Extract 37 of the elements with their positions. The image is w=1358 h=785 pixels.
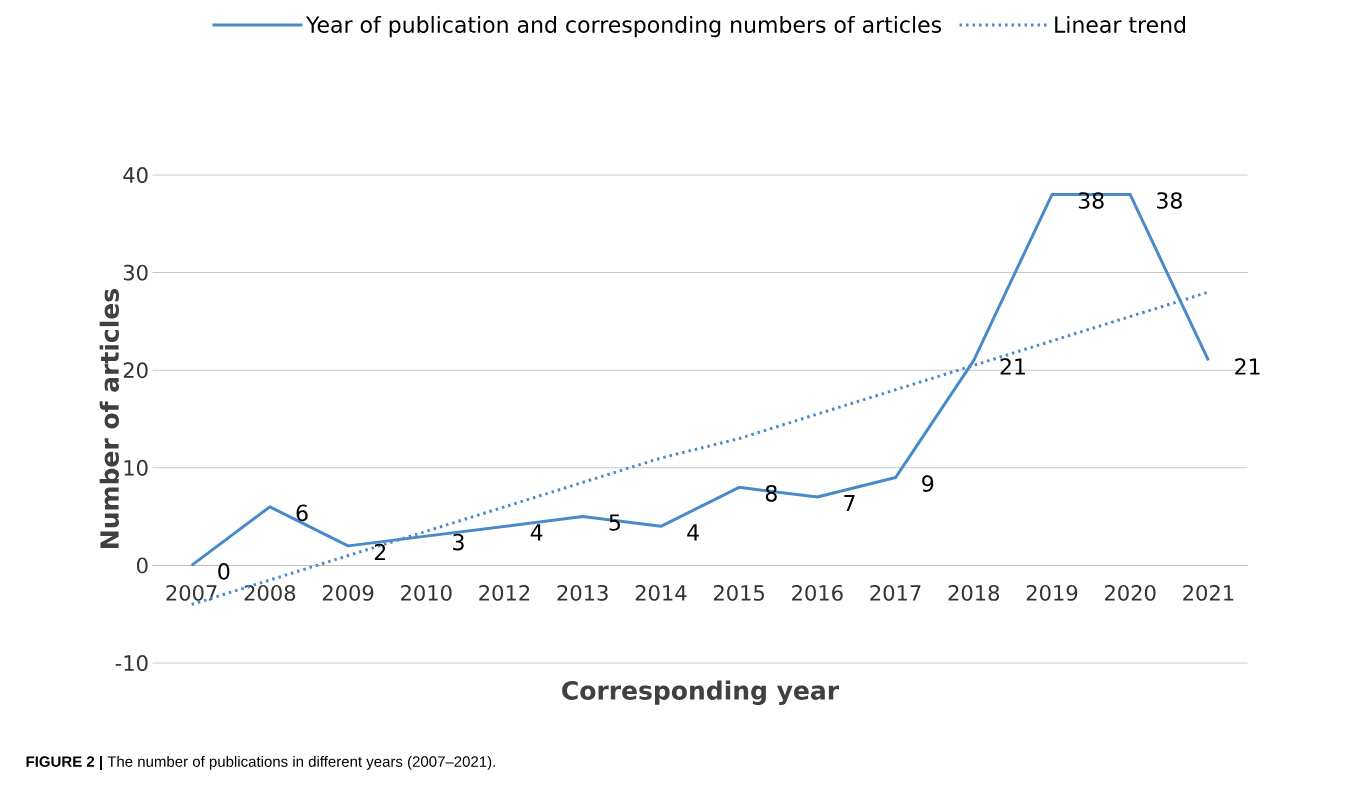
legend-label: Linear trend <box>1055 15 1186 33</box>
legend-label: Year of publication and corresponding numbers of articles <box>305 15 942 38</box>
y-tick-label: 20 <box>123 362 148 379</box>
data-label: 6 <box>296 504 308 522</box>
x-axis-title: Corresponding year <box>562 680 840 705</box>
y-axis-title: Number of articles <box>99 289 119 548</box>
x-tick-label: 2015 <box>713 584 764 601</box>
y-tick-label: 30 <box>123 264 148 281</box>
x-tick-label: 2021 <box>1183 584 1234 601</box>
text: FIGURE 2 | The number of publications in different years (2007–2021). <box>26 755 495 771</box>
x-tick-label: 2017 <box>870 584 921 601</box>
x-tick-label: 2014 <box>635 584 687 601</box>
data-label: 9 <box>922 475 934 492</box>
x-tick-label: 2012 <box>479 584 530 601</box>
y-tick-label: -10 <box>115 655 148 671</box>
x-tick-label: 2013 <box>557 584 608 601</box>
data-label: 4 <box>687 524 699 541</box>
data-label: 3 <box>453 533 464 551</box>
data-label: 38 <box>1157 192 1182 209</box>
x-tick-label: 2009 <box>322 584 374 601</box>
y-tick-label: 40 <box>123 167 148 183</box>
data-label: 21 <box>1000 358 1025 375</box>
x-tick-label: 2010 <box>401 584 452 601</box>
y-tick-label: 0 <box>137 557 148 574</box>
x-tick-label: 2019 <box>1026 584 1078 601</box>
y-tick-label: 10 <box>124 459 148 476</box>
x-tick-label: 2007 <box>166 584 217 601</box>
data-label: 2 <box>374 543 386 561</box>
data-label: 21 <box>1235 358 1260 375</box>
x-tick-label: 2020 <box>1105 584 1156 601</box>
data-label: 7 <box>844 495 855 512</box>
x-tick-label: 2018 <box>948 584 1000 601</box>
data-label: 4 <box>530 524 543 541</box>
x-tick-label: 2016 <box>792 584 843 601</box>
x-tick-label: 2008 <box>244 584 296 601</box>
data-label: 0 <box>218 563 230 580</box>
data-label: 38 <box>1078 192 1104 209</box>
